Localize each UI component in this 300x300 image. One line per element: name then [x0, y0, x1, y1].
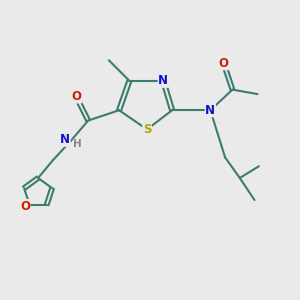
Text: O: O	[20, 200, 30, 213]
Text: O: O	[71, 90, 81, 103]
Text: H: H	[73, 139, 81, 149]
Text: N: N	[60, 133, 70, 146]
Text: N: N	[206, 104, 215, 117]
Text: S: S	[143, 123, 151, 136]
Text: O: O	[219, 57, 229, 70]
Text: N: N	[158, 74, 168, 87]
